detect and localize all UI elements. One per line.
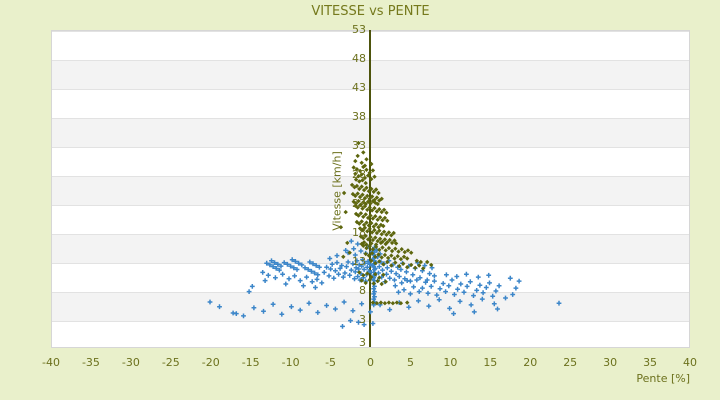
x-tick-label: 10 [443, 356, 458, 369]
x-tick-label: 20 [523, 356, 538, 369]
chart-title: VITESSE vs PENTE [311, 4, 430, 19]
x-tick-label: -30 [121, 356, 140, 369]
x-axis-title: Pente [%] [636, 372, 690, 385]
x-tick-label: 15 [483, 356, 498, 369]
x-tick-label: 25 [563, 356, 578, 369]
y-tick-label: 33 [352, 139, 366, 152]
x-tick-label: 30 [603, 356, 618, 369]
x-tick-label: 5 [406, 356, 414, 369]
y-axis-bottom-label: 3 [359, 336, 366, 349]
y-tick-label: 23 [352, 197, 366, 210]
scatter-points-svg [207, 140, 562, 329]
x-tick-label: -10 [281, 356, 300, 369]
x-tick-label: -25 [161, 356, 180, 369]
x-tick-label: 40 [683, 356, 697, 369]
y-tick-label: 3 [359, 313, 366, 326]
x-tick-label: -5 [325, 356, 337, 369]
y-tick-label: 18 [352, 226, 366, 239]
x-tick-label: -40 [42, 356, 60, 369]
y-tick-label: 43 [352, 81, 366, 94]
x-tick-label: 35 [643, 356, 658, 369]
y-tick-label: 28 [352, 168, 366, 181]
y-tick-label: 13 [352, 255, 366, 268]
scatter-series-plus [207, 238, 562, 329]
y-tick-label: 48 [352, 52, 366, 65]
y-axis-title: Vitesse [km/h] [330, 151, 344, 231]
scatter-series-diamond [338, 140, 434, 306]
y-tick-label: 38 [352, 110, 366, 123]
x-tick-label: 0 [367, 356, 374, 369]
y-tick-label: 8 [359, 284, 366, 297]
x-tick-label: -15 [241, 356, 260, 369]
x-tick-label: -35 [81, 356, 100, 369]
x-tick-label: -20 [201, 356, 220, 369]
y-tick-label: 53 [352, 23, 366, 36]
